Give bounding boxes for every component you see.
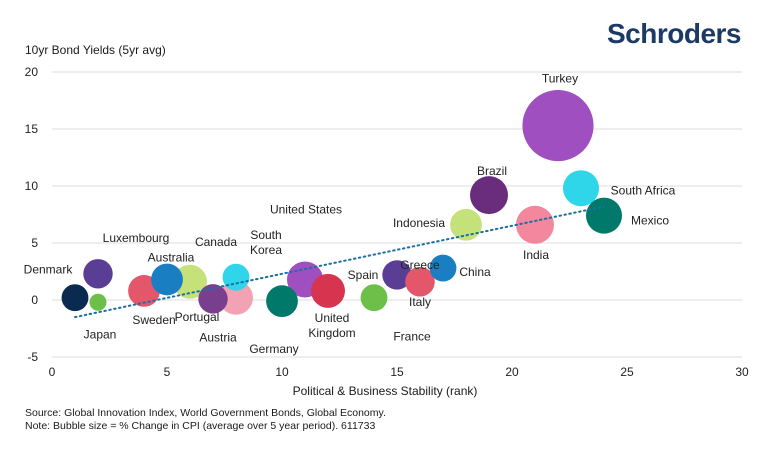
bubble-indonesia bbox=[450, 208, 482, 241]
y-tick-label: 15 bbox=[25, 122, 39, 136]
bubble-france bbox=[360, 284, 388, 312]
bubble-label-sweden: Sweden bbox=[132, 313, 175, 327]
bubble-greece bbox=[405, 267, 435, 297]
bubble-japan bbox=[89, 293, 107, 311]
bubble-label-italy: Italy bbox=[409, 295, 431, 309]
schroders-logo: Schroders bbox=[607, 18, 742, 49]
bubble-spain bbox=[382, 260, 412, 290]
bubble-germany bbox=[266, 285, 298, 318]
gridlines bbox=[52, 71, 742, 358]
x-tick-labels: 0 5 10 15 20 25 30 bbox=[49, 365, 749, 379]
bubble-label-portugal: Portugal bbox=[175, 310, 220, 324]
x-tick-label: 15 bbox=[390, 365, 404, 379]
bubble-label-mexico: Mexico bbox=[631, 214, 669, 228]
bubble-label-brazil: Brazil bbox=[477, 164, 507, 178]
bubble-labels: Denmark Luxembourg Japan Sweden AustraliaCan… bbox=[24, 72, 676, 357]
y-tick-label: -5 bbox=[27, 350, 38, 364]
x-tick-label: 25 bbox=[620, 365, 634, 379]
bubble-china bbox=[429, 254, 457, 282]
bubble-label-china: China bbox=[459, 265, 491, 279]
y-tick-label: 0 bbox=[31, 293, 38, 307]
y-tick-labels: -5 0 5 10 15 20 bbox=[25, 65, 39, 364]
bubble-label-united-states: United States bbox=[270, 202, 342, 216]
bubble-label-france: France bbox=[393, 330, 431, 344]
bubble-label-luxembourg: Luxembourg bbox=[103, 231, 170, 245]
bubble-portugal bbox=[198, 284, 228, 314]
bubble-united-kingdom bbox=[311, 273, 345, 308]
x-tick-label: 30 bbox=[735, 365, 749, 379]
bubble-austria bbox=[219, 280, 253, 315]
bubble-size-note: Note: Bubble size = % Change in CPI (ave… bbox=[25, 420, 376, 432]
bubble-label-japan: Japan bbox=[84, 327, 117, 341]
bubble-mexico bbox=[585, 197, 623, 234]
source-note: Source: Global Innovation Index, World G… bbox=[25, 407, 386, 419]
bubble-label-united-kingdom: United Kingdom bbox=[308, 311, 355, 340]
y-tick-label: 20 bbox=[25, 65, 39, 79]
bubbles bbox=[61, 90, 623, 318]
x-tick-label: 0 bbox=[49, 365, 56, 379]
y-tick-label: 10 bbox=[25, 179, 39, 193]
trendline bbox=[74, 205, 605, 319]
bubble-label-indonesia: Indonesia bbox=[393, 216, 445, 230]
x-axis-label: Political & Business Stability (rank) bbox=[292, 384, 478, 398]
bubble-south-korea bbox=[222, 263, 250, 291]
trendline-group bbox=[74, 205, 605, 319]
bubble-label-canada: Canada bbox=[195, 235, 237, 249]
bubble-turkey bbox=[522, 90, 594, 162]
bubble-south-africa bbox=[562, 170, 600, 207]
bubble-brazil bbox=[470, 176, 508, 215]
bubble-australia bbox=[151, 263, 183, 296]
bubble-luxembourg bbox=[83, 259, 113, 289]
bubble-label-germany: Germany bbox=[249, 342, 298, 356]
bubble-denmark bbox=[61, 284, 89, 312]
bubble-label-turkey: Turkey bbox=[542, 72, 578, 86]
bubble-label-india: India bbox=[523, 248, 549, 262]
x-tick-label: 20 bbox=[505, 365, 519, 379]
bubble-label-greece: Greece bbox=[400, 258, 440, 272]
bubble-label-spain: Spain bbox=[348, 268, 379, 282]
bubble-label-denmark: Denmark bbox=[24, 263, 74, 277]
x-tick-label: 10 bbox=[275, 365, 289, 379]
bubble-label-south-korea: South Korea bbox=[250, 228, 282, 257]
bubble-label-south-africa: South Africa bbox=[611, 183, 676, 197]
bubble-label-australia: Australia bbox=[148, 250, 195, 264]
x-tick-label: 5 bbox=[164, 365, 171, 379]
bubble-india bbox=[516, 205, 554, 244]
bubble-label-austria: Austria bbox=[199, 331, 237, 345]
y-axis-label: 10yr Bond Yields (5yr avg) bbox=[25, 43, 166, 57]
y-tick-label: 5 bbox=[31, 236, 38, 250]
